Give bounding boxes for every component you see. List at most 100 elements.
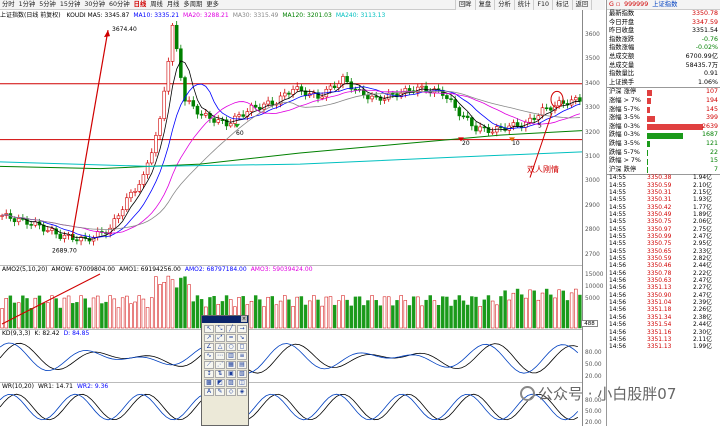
volume-bar xyxy=(457,295,462,329)
candle-body xyxy=(557,100,561,107)
candle-body xyxy=(258,106,262,110)
draw-tool-icon[interactable]: ≡ xyxy=(237,352,247,360)
period-tab[interactable]: 周线 xyxy=(150,1,163,8)
period-tab[interactable]: 分时 xyxy=(2,1,15,8)
draw-tool-icon[interactable]: ▣ xyxy=(226,370,236,378)
period-tab[interactable]: 更多 xyxy=(206,1,219,8)
y-tick: 2900 xyxy=(585,202,600,209)
draw-tool-icon[interactable]: ◻ xyxy=(237,343,247,351)
tick-cell: 1.93亿 xyxy=(693,197,713,204)
draw-tool-icon[interactable]: A xyxy=(204,388,214,396)
draw-tool-icon[interactable]: ▦ xyxy=(226,361,236,369)
draw-tool-icon[interactable]: ⟋ xyxy=(204,361,214,369)
draw-tool-icon[interactable]: ⋰ xyxy=(215,361,225,369)
volume-bar xyxy=(374,300,378,329)
period-tab[interactable]: 多周期 xyxy=(183,1,203,8)
draw-tool-icon[interactable]: ⤢ xyxy=(215,334,225,342)
quote-code-icon[interactable]: G ▫ xyxy=(609,1,621,8)
ma20-line xyxy=(1,89,581,234)
amo-legend: AMO2(5,10,20) AMOW: 67009804.00 AMO1: 6919… xyxy=(2,266,317,273)
tick-cell: 3350.31 xyxy=(647,189,672,196)
tick-cell: 3350.78 xyxy=(647,270,672,277)
right-tab[interactable]: 回眸 xyxy=(456,0,476,10)
close-icon[interactable]: × xyxy=(241,316,247,322)
draw-tool-icon[interactable]: ⇅ xyxy=(215,370,225,378)
breadth-key: 涨幅 0-3% xyxy=(609,122,640,130)
right-tab[interactable]: 复盘 xyxy=(476,0,496,10)
period-toolbar: 分时 1分钟 5分钟 15分钟 30分钟 60分钟 日线 周线 月线 多周期 更多 xyxy=(0,0,605,10)
right-tab[interactable]: F10 xyxy=(534,0,554,10)
chart-title: 上证指数(日线 前复权) xyxy=(0,12,61,19)
right-tab[interactable]: 返回 xyxy=(573,0,593,10)
volume-bar xyxy=(341,295,345,329)
draw-tool-icon[interactable]: ∠ xyxy=(204,343,214,351)
trend-arrow xyxy=(71,30,109,238)
draw-tool-icon[interactable]: ↕ xyxy=(204,370,214,378)
draw-tool-icon[interactable]: ▩ xyxy=(204,379,214,387)
volume-bar xyxy=(291,306,295,329)
draw-tool-icon[interactable]: ↗ xyxy=(204,334,214,342)
period-tab[interactable]: 日线 xyxy=(133,1,147,8)
volume-bar xyxy=(362,305,366,329)
draw-tool-icon[interactable]: ◩ xyxy=(215,379,225,387)
ma30-line xyxy=(1,90,580,230)
quote-value: -0.76 xyxy=(701,35,718,43)
volume-bar xyxy=(565,300,570,329)
volume-bar xyxy=(71,303,75,329)
right-tab[interactable]: 统计 xyxy=(515,0,535,10)
period-tab[interactable]: 5分钟 xyxy=(39,1,56,8)
draw-tool-icon[interactable]: ▥ xyxy=(226,352,236,360)
draw-tool-icon[interactable]: ◈ xyxy=(237,388,247,396)
palette-titlebar[interactable]: × xyxy=(202,316,248,323)
tick-cell: 3350.63 xyxy=(647,278,672,285)
tick-cell: 2.44亿 xyxy=(693,263,713,270)
candle-body xyxy=(154,135,158,154)
breadth-bar xyxy=(647,150,648,156)
draw-tool-icon[interactable]: ↖ xyxy=(204,325,214,333)
tick-row: 14:56 3351.16 2.30亿 xyxy=(607,330,720,337)
kd-panel[interactable]: KD(9,3,3) K: 82.42 D: 84.85 xyxy=(0,329,582,382)
volume-bar xyxy=(420,305,424,329)
wr-panel[interactable]: WR(10,20) WR1: 14.71 WR2: 9.36 xyxy=(0,382,582,426)
candle-body xyxy=(328,85,333,90)
draw-tool-icon[interactable]: △ xyxy=(215,343,225,351)
candle-body xyxy=(332,85,337,88)
draw-tool-icon[interactable]: ╱ xyxy=(226,325,236,333)
draw-tool-icon[interactable]: ○ xyxy=(226,343,236,351)
volume-bar xyxy=(544,288,549,329)
tick-cell: 3350.31 xyxy=(647,197,672,204)
draw-tool-icon[interactable]: ═ xyxy=(226,334,236,342)
main-kline-chart[interactable]: 3674.40 2689.70 60 20 10 5 xyxy=(0,19,582,265)
tick-row: 14:56 3351.54 2.44亿 xyxy=(607,322,720,329)
draw-tool-icon[interactable]: ∿ xyxy=(204,352,214,360)
right-tab[interactable]: 标记 xyxy=(553,0,573,10)
tick-row: 14:56 3350.46 2.44亿 xyxy=(607,263,720,270)
period-tab[interactable]: 15分钟 xyxy=(59,1,81,8)
period-tab[interactable]: 1分钟 xyxy=(18,1,36,8)
candle-body xyxy=(75,239,79,242)
right-tab[interactable]: 分析 xyxy=(495,0,515,10)
volume-bar xyxy=(195,295,200,329)
ma-label: MA10: 3335.21 xyxy=(133,12,180,19)
draw-tool-icon[interactable]: ◇ xyxy=(226,388,236,396)
candle-body xyxy=(490,131,495,134)
draw-tool-icon[interactable]: → xyxy=(237,325,247,333)
draw-tool-icon[interactable]: ✎ xyxy=(215,388,225,396)
drawing-tools-palette[interactable]: × ↖ ⤡ ╱ → ↗ ⤢ ═ ↘ ∠ △ ○ ◻ ∿ ⋯ ▥ ≡ ⟋ ⋰ ▦ ▤ ↕ ⇅ ▣ ▧ ▩ ◩ ▨ ◫ A ✎ ◇ ◈ xyxy=(201,315,249,426)
draw-tool-icon[interactable]: ▧ xyxy=(237,370,247,378)
period-tab[interactable]: 月线 xyxy=(166,1,180,8)
draw-tool-icon[interactable]: ↘ xyxy=(237,334,247,342)
indicator-label: AMOW: 67009804.00 xyxy=(51,266,116,273)
draw-tool-icon[interactable]: ▨ xyxy=(226,379,236,387)
draw-tool-icon[interactable]: ◫ xyxy=(237,379,247,387)
candle-body xyxy=(183,77,187,102)
draw-tool-icon[interactable]: ⤡ xyxy=(215,325,225,333)
draw-tool-icon[interactable]: ▤ xyxy=(237,361,247,369)
tick-cell: 2.15亿 xyxy=(693,189,713,196)
amo-volume-panel[interactable]: AMO2(5,10,20) AMOW: 67009804.00 AMO1: 6919… xyxy=(0,265,582,329)
candle-body xyxy=(125,197,129,210)
draw-tool-icon[interactable]: ⋯ xyxy=(215,352,225,360)
indicator-label: WR2: 9.36 xyxy=(77,383,109,390)
period-tab[interactable]: 30分钟 xyxy=(84,1,106,8)
period-tab[interactable]: 60分钟 xyxy=(109,1,130,8)
